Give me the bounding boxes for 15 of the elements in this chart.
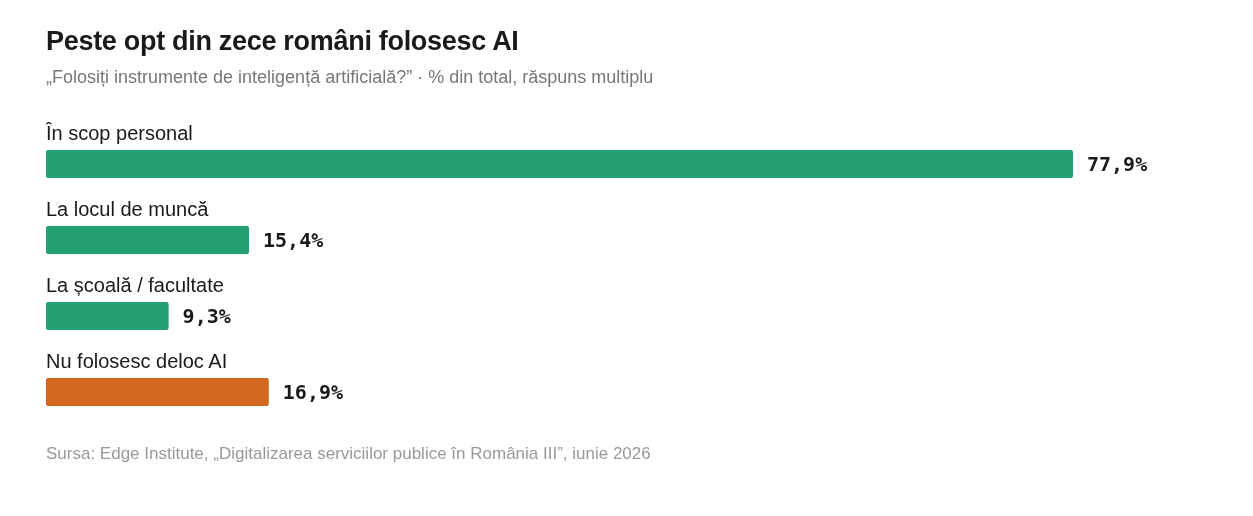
bar bbox=[46, 226, 250, 254]
data-label: 9,3% bbox=[182, 304, 231, 328]
y-tick-label: Nu folosesc deloc AI bbox=[46, 350, 228, 372]
bar bbox=[46, 302, 169, 330]
chart-subtitle: „Folosiți instrumente de inteligență artificială?” · % din total, răspuns multiplu bbox=[46, 67, 655, 88]
y-tick-label: În scop personal bbox=[45, 122, 193, 144]
text: Sursa: Edge Institute, „Digitalizarea serviciilor publice în România III”, iunie 2026 bbox=[46, 444, 652, 464]
data-label: 15,4% bbox=[263, 228, 324, 252]
bar bbox=[46, 378, 269, 406]
data-label: 77,9% bbox=[1087, 152, 1148, 176]
y-tick-label: La școală / facultate bbox=[46, 274, 224, 296]
chart-title: Peste opt din zece români folosesc AI bbox=[46, 26, 520, 57]
bar bbox=[46, 150, 1073, 178]
data-label: 16,9% bbox=[282, 380, 344, 404]
y-tick-label: La locul de muncă bbox=[46, 198, 210, 220]
